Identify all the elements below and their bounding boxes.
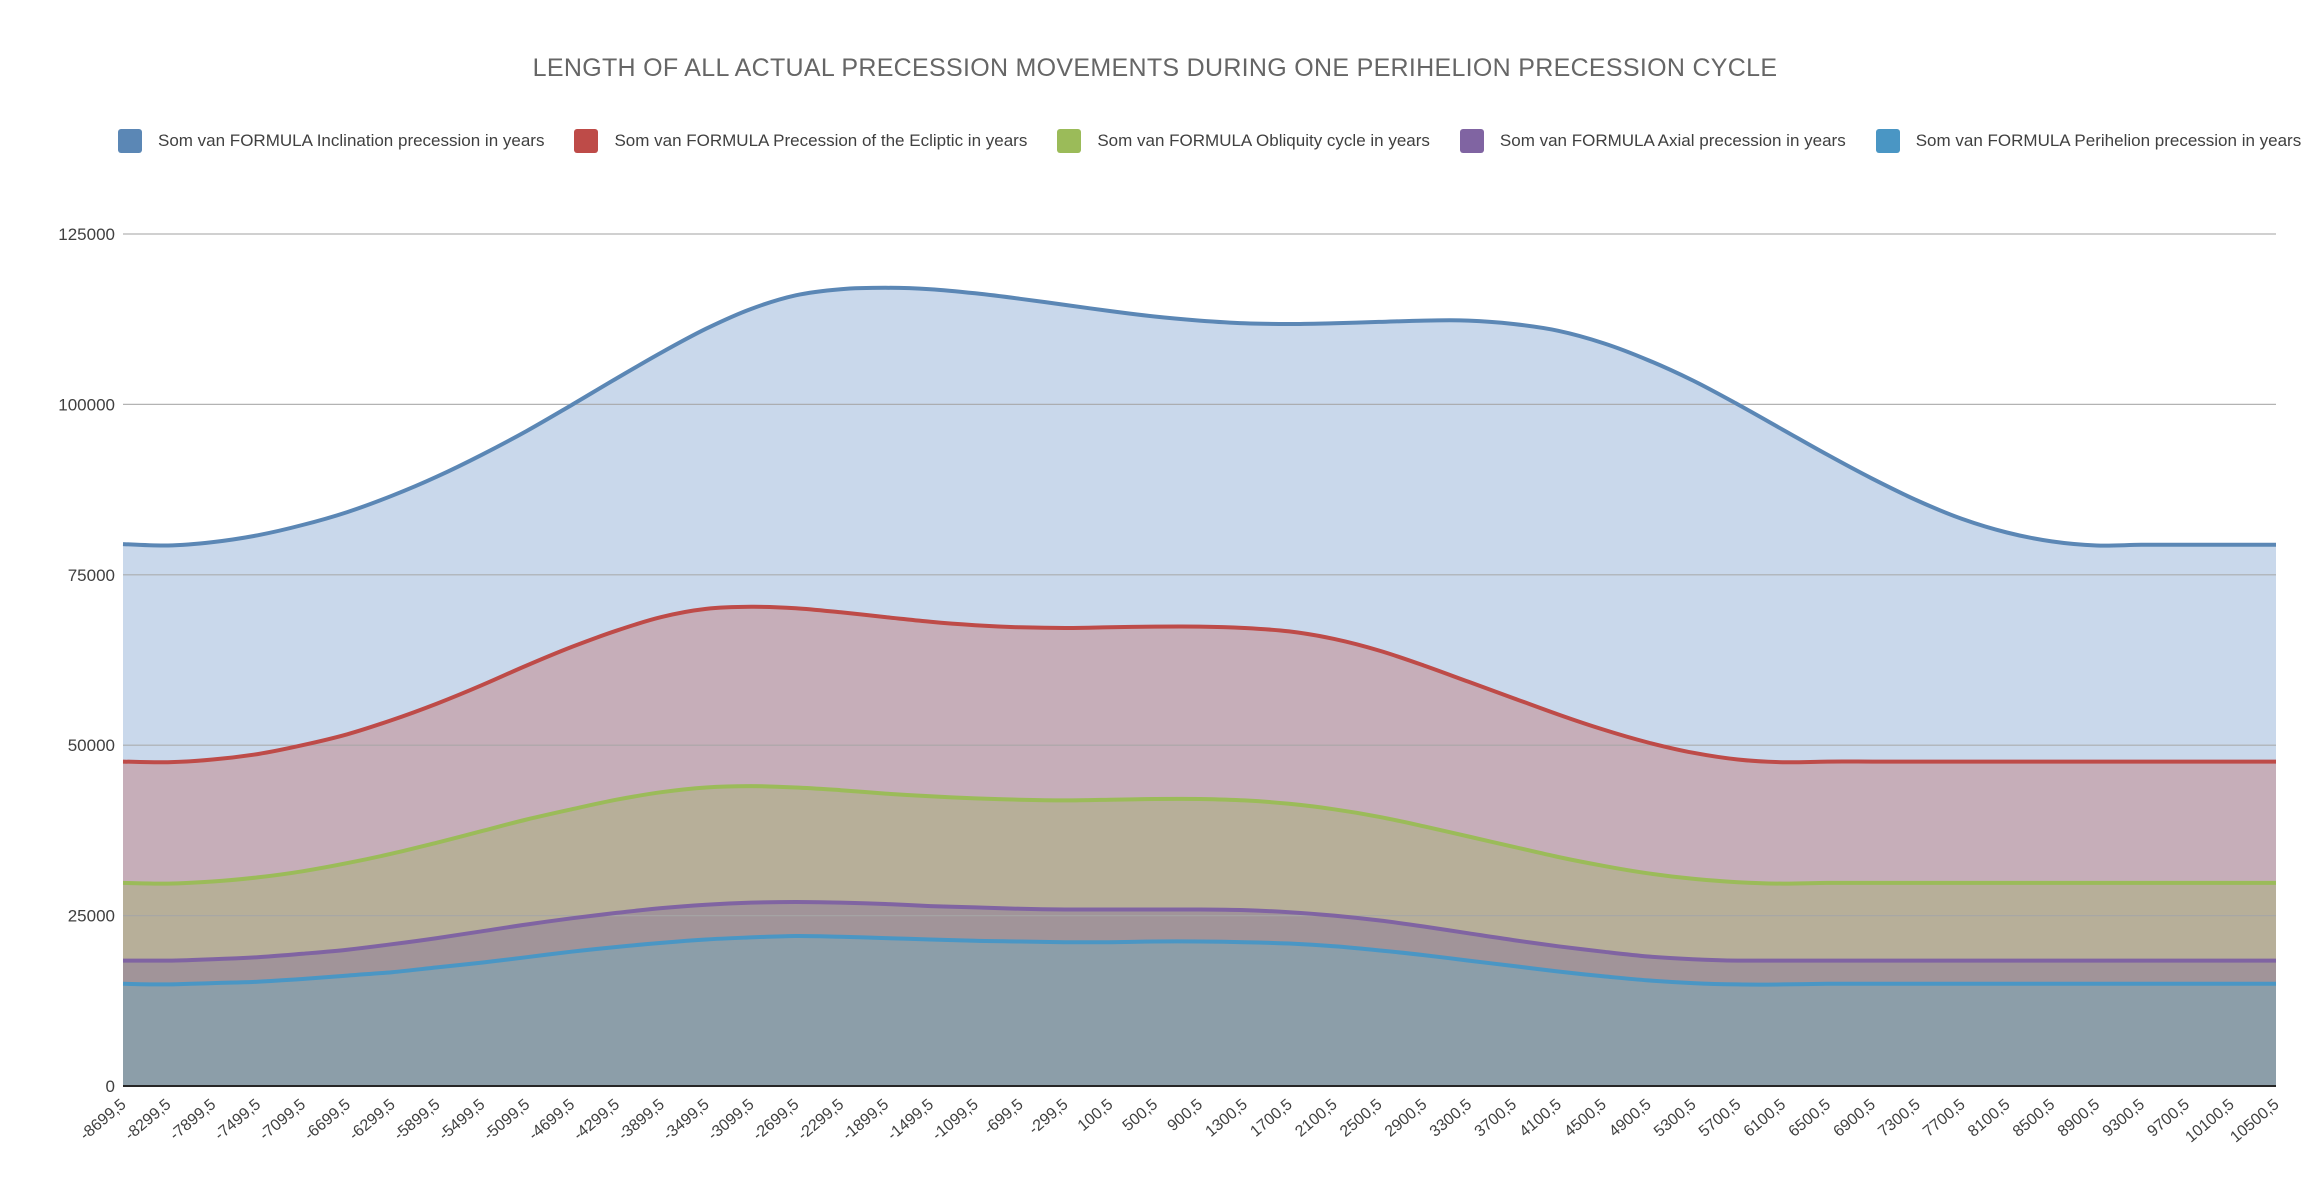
- y-tick-label: 100000: [58, 395, 115, 414]
- x-tick-label: -6699,5: [301, 1096, 354, 1144]
- legend-label: Som van FORMULA Precession of the Eclipt…: [614, 131, 1028, 150]
- legend-swatch: [118, 129, 142, 153]
- x-tick-label: -1499,5: [884, 1096, 937, 1144]
- x-tick-label: -3899,5: [615, 1096, 668, 1144]
- x-tick-label: 500,5: [1120, 1096, 1162, 1135]
- series-line-2: [122, 784, 2276, 886]
- y-tick-label: 0: [106, 1077, 115, 1096]
- x-tick-label: 8500,5: [2010, 1096, 2058, 1141]
- legend-item-axial[interactable]: Som van FORMULA Axial precession in year…: [1459, 129, 1846, 153]
- legend-swatch: [1057, 129, 1082, 153]
- series-line-0: [122, 285, 2276, 548]
- x-tick-label: 8900,5: [2055, 1096, 2103, 1141]
- series-line-1: [122, 604, 2276, 765]
- x-tick-label: 10100,5: [2182, 1096, 2237, 1146]
- x-tick-label: -8699,5: [77, 1096, 130, 1144]
- series-line-3: [122, 900, 2276, 963]
- x-tick-label: 2900,5: [1382, 1096, 1430, 1141]
- x-tick-label: 6500,5: [1786, 1096, 1834, 1141]
- x-tick-label: -5099,5: [481, 1096, 534, 1144]
- x-tick-label: 5300,5: [1651, 1096, 1699, 1141]
- x-tick-label: 100,5: [1075, 1096, 1117, 1135]
- x-tick-label: 5700,5: [1696, 1096, 1744, 1141]
- legend-swatch: [1875, 129, 1900, 153]
- x-tick-label: 7700,5: [1920, 1096, 1968, 1141]
- x-tick-label: -6299,5: [346, 1096, 399, 1144]
- legend-label: Som van FORMULA Inclination precession i…: [158, 131, 545, 150]
- x-tick-label: 7300,5: [1875, 1096, 1923, 1141]
- x-tick-label: 6100,5: [1741, 1096, 1789, 1141]
- x-tick-label: 4100,5: [1516, 1096, 1564, 1141]
- legend-label: Som van FORMULA Perihelion precession in…: [1915, 131, 2302, 150]
- legend-item-obliquity[interactable]: Som van FORMULA Obliquity cycle in years: [1057, 129, 1430, 153]
- x-tick-label: 3300,5: [1427, 1096, 1475, 1141]
- x-tick-label: -4299,5: [570, 1096, 623, 1144]
- x-tick-label: 4500,5: [1561, 1096, 1609, 1141]
- y-tick-label: 75000: [68, 566, 115, 585]
- legend-swatch: [574, 129, 599, 153]
- x-tick-label: -299,5: [1026, 1096, 1072, 1138]
- series-area-4: [123, 935, 2276, 1086]
- x-tick-label: 1300,5: [1203, 1096, 1251, 1141]
- x-tick-label: -2299,5: [795, 1096, 848, 1144]
- legend-swatch: [1459, 129, 1484, 153]
- x-tick-label: 10500,5: [2227, 1096, 2282, 1146]
- legend-item-perihelion[interactable]: Som van FORMULA Perihelion precession in…: [1875, 129, 2302, 153]
- x-tick-label: 900,5: [1164, 1096, 1206, 1135]
- y-tick-label: 25000: [68, 907, 115, 926]
- x-tick-label: -5499,5: [436, 1096, 489, 1144]
- x-tick-label: -7899,5: [167, 1096, 220, 1144]
- legend-label: Som van FORMULA Axial precession in year…: [1499, 131, 1846, 150]
- x-tick-label: -699,5: [981, 1096, 1027, 1138]
- chart-title: LENGTH OF ALL ACTUAL PRECESSION MOVEMENT…: [532, 54, 1778, 82]
- x-tick-label: 2100,5: [1292, 1096, 1340, 1141]
- x-tick-label: 3700,5: [1472, 1096, 1520, 1141]
- y-tick-label: 125000: [58, 225, 115, 244]
- x-tick-label: -3099,5: [705, 1096, 758, 1144]
- y-tick-label: 50000: [68, 736, 115, 755]
- x-tick-label: 6900,5: [1830, 1096, 1878, 1141]
- x-tick-label: -7499,5: [212, 1096, 265, 1144]
- x-tick-label: 4900,5: [1606, 1096, 1654, 1141]
- x-tick-label: 2500,5: [1337, 1096, 1385, 1141]
- x-tick-label: -2699,5: [750, 1096, 803, 1144]
- x-tick-label: -7099,5: [256, 1096, 309, 1144]
- x-tick-label: -3499,5: [660, 1096, 713, 1144]
- x-tick-label: -4699,5: [526, 1096, 579, 1144]
- x-tick-label: 1700,5: [1247, 1096, 1295, 1141]
- x-tick-label: -1099,5: [929, 1096, 982, 1144]
- legend-label: Som van FORMULA Obliquity cycle in years: [1097, 131, 1430, 150]
- x-tick-label: -8299,5: [122, 1096, 175, 1144]
- x-tick-label: 8100,5: [1965, 1096, 2013, 1141]
- legend-item-ecliptic[interactable]: Som van FORMULA Precession of the Eclipt…: [574, 129, 1027, 153]
- x-tick-label: -5899,5: [391, 1096, 444, 1144]
- x-tick-label: -1899,5: [840, 1096, 893, 1144]
- x-tick-label: 9300,5: [2100, 1096, 2148, 1141]
- legend: Som van FORMULA Inclination precession i…: [118, 126, 2301, 156]
- series-line-4: [122, 933, 2276, 987]
- legend-item-inclination[interactable]: Som van FORMULA Inclination precession i…: [118, 129, 544, 153]
